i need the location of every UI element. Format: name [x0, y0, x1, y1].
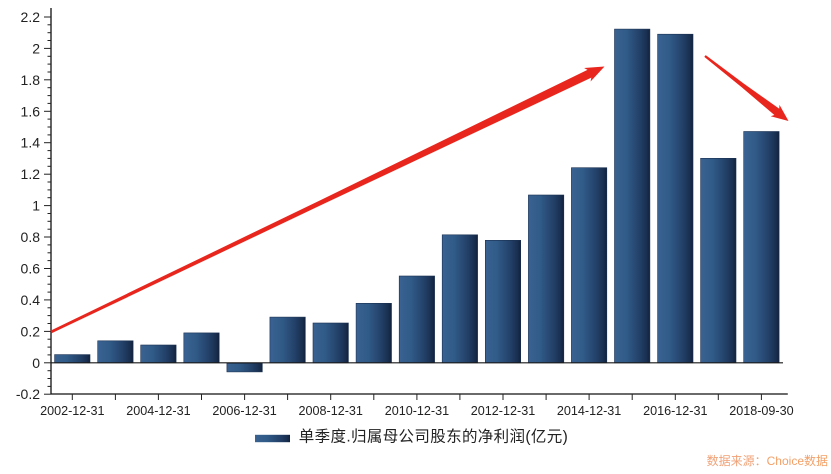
svg-text:2006-12-31: 2006-12-31: [212, 404, 276, 418]
svg-text:单季度.归属母公司股东的净利润(亿元): 单季度.归属母公司股东的净利润(亿元): [299, 428, 568, 446]
svg-text:2004-12-31: 2004-12-31: [126, 404, 190, 418]
svg-text:2014-12-31: 2014-12-31: [557, 404, 621, 418]
svg-text:1.6: 1.6: [21, 103, 41, 119]
svg-text:2: 2: [32, 40, 40, 56]
svg-text:0.6: 0.6: [21, 261, 41, 277]
svg-text:2016-12-31: 2016-12-31: [643, 404, 707, 418]
svg-text:0.4: 0.4: [21, 292, 41, 308]
svg-text:1.2: 1.2: [21, 166, 41, 182]
svg-text:2002-12-31: 2002-12-31: [40, 404, 104, 418]
svg-text:2010-12-31: 2010-12-31: [385, 404, 449, 418]
svg-text:2.2: 2.2: [21, 9, 41, 25]
svg-text:1.8: 1.8: [21, 72, 41, 88]
svg-text:2018-09-30: 2018-09-30: [729, 404, 793, 418]
svg-text:2012-12-31: 2012-12-31: [471, 404, 535, 418]
svg-text:-0.2: -0.2: [16, 386, 40, 402]
svg-text:0: 0: [32, 355, 40, 371]
svg-text:2008-12-31: 2008-12-31: [298, 404, 362, 418]
svg-text:1.4: 1.4: [21, 135, 41, 151]
svg-text:1: 1: [32, 198, 40, 214]
svg-text:数据来源：Choice数据: 数据来源：Choice数据: [707, 453, 828, 468]
svg-text:0.2: 0.2: [21, 323, 41, 339]
svg-text:0.8: 0.8: [21, 229, 41, 245]
